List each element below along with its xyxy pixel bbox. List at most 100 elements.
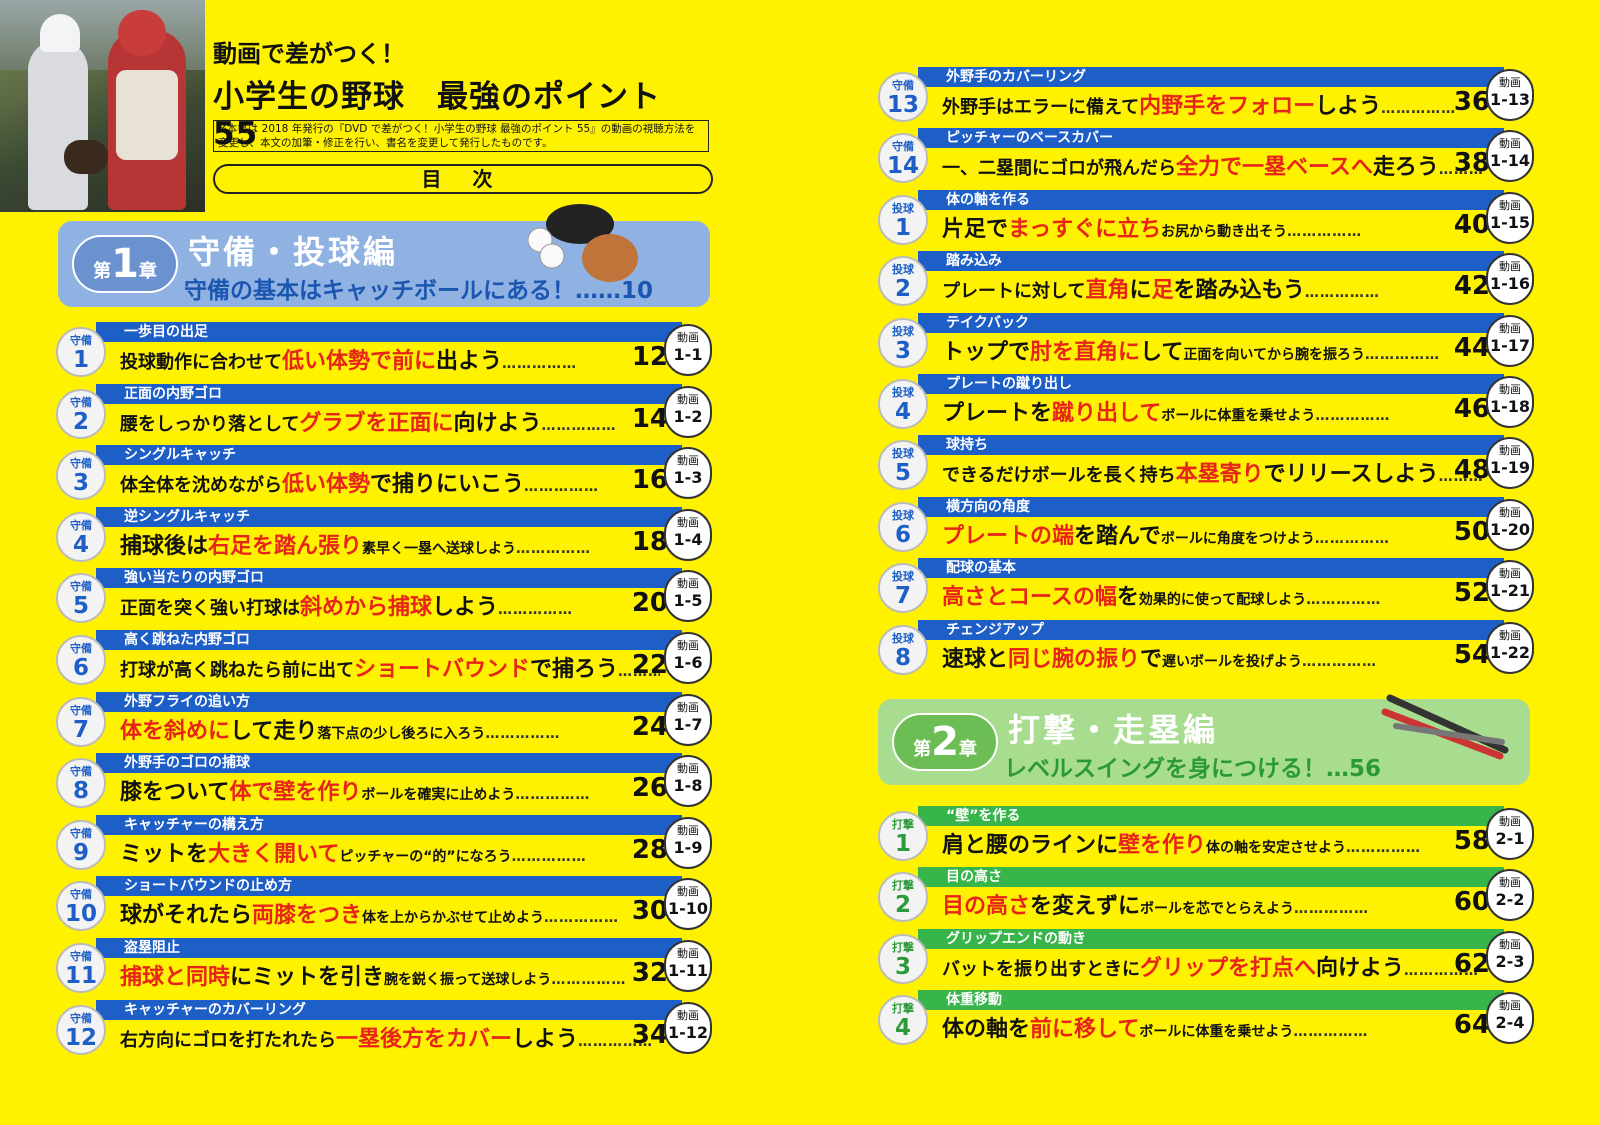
entry-category: 守備: [70, 642, 92, 655]
entry-text-part: 捕球と同時: [120, 965, 231, 990]
toc-entry[interactable]: グリップエンドの動き 打撃 3 バットを振り出すときにグリップを打点へ向けよう……………: [878, 928, 1534, 985]
entry-category: 打撃: [892, 879, 914, 893]
toc-entry[interactable]: 盗塁阻止 守備 11 捕球と同時にミットを引き腕を鋭く振って送球しよう…………… 32 動…: [56, 938, 712, 994]
entry-number: 1: [72, 347, 89, 373]
video-badge[interactable]: 動画 1-8: [664, 755, 712, 808]
toc-entry[interactable]: 強い当たりの内野ゴロ 守備 5 正面を突く強い打球は斜めから捕球しよう…………… 20 動…: [56, 568, 712, 624]
entry-text-part: 蹴り出して: [1052, 401, 1162, 426]
entry-number: 11: [64, 963, 97, 989]
page-number: 58: [1453, 826, 1490, 856]
video-badge[interactable]: 動画 1-7: [664, 693, 712, 746]
ball-icon: 守備 2: [56, 388, 106, 439]
book-title: 小学生の野球 最強のポイント 55: [213, 79, 661, 152]
entry-category: 守備: [70, 518, 92, 532]
video-label: 動画: [1499, 999, 1521, 1013]
entry-text-part: 一塁後方をカバー: [336, 1026, 513, 1052]
video-badge[interactable]: 動画 1-18: [1486, 376, 1534, 428]
video-badge[interactable]: 動画 1-14: [1486, 130, 1534, 183]
video-badge[interactable]: 動画 1-12: [664, 1001, 712, 1054]
video-badge[interactable]: 動画 1-13: [1486, 69, 1534, 121]
leader-dots: ……………: [618, 664, 660, 680]
entry-text-part: 全力で一塁ベースへ: [1176, 155, 1373, 181]
entry-text-part: できるだけボールを長く持ち: [942, 465, 1176, 487]
toc-entry[interactable]: 体重移動 打撃 4 体の軸を前に移してボールに体重を乗せよう…………… 64 動画 2-4: [878, 990, 1534, 1046]
toc-entry[interactable]: 逆シングルキャッチ 守備 4 捕球後は右足を踏ん張り素早く一塁へ送球しよう…………… 1…: [56, 506, 712, 563]
toc-entry[interactable]: ピッチャーのベースカバー 守備 14 一、二塁間にゴロが飛んだら全力で一塁ベースへ走ろ…: [878, 128, 1534, 184]
entry-text-part: を踏んで: [1074, 523, 1161, 549]
toc-entry[interactable]: 正面の内野ゴロ 守備 2 腰をしっかり落としてグラブを正面に向けよう…………… 14 動画…: [56, 383, 712, 440]
video-badge[interactable]: 動画 1-4: [664, 508, 712, 561]
entry-text-part: 一、二塁間にゴロが飛んだら: [942, 158, 1176, 180]
toc-entry[interactable]: 外野フライの追い方 守備 7 体を斜めにして走り落下点の少し後ろに入ろう…………… 24…: [56, 691, 712, 748]
video-badge[interactable]: 動画 1-17: [1486, 314, 1534, 367]
toc-entry[interactable]: 横方向の角度 投球 6 プレートの端を踏んでボールに角度をつけよう…………… 50 動画 1…: [878, 496, 1534, 553]
entry-description: 膝をついて体で壁を作りボールを確実に止めよう……………: [120, 774, 660, 806]
video-badge[interactable]: 動画 1-2: [664, 385, 712, 438]
video-badge[interactable]: 動画 1-6: [664, 632, 712, 684]
toc-entry[interactable]: 配球の基本 投球 7 高さとコースの幅を効果的に使って配球しよう…………… 52 動画 1-…: [878, 558, 1534, 614]
entry-description: 腰をしっかり落としてグラブを正面に向けよう……………: [120, 405, 660, 437]
ball-icon: 打撃 3: [878, 933, 928, 984]
toc-entry[interactable]: キャッチャーの構え方 守備 9 ミットを大きく開いてピッチャーの“的”になろう……………: [56, 814, 712, 871]
toc-entry[interactable]: “壁”を作る 打撃 1 肩と腰のラインに壁を作り体の軸を安定させよう…………… 58 動画…: [878, 806, 1534, 862]
ball-icon: 投球 5: [878, 440, 928, 491]
ball-icon: 投球 3: [878, 317, 928, 368]
entry-text-part: 外野手はエラーに備えて: [942, 97, 1140, 118]
video-label: 動画: [1499, 444, 1521, 458]
toc-entry[interactable]: 一歩目の出足 守備 1 投球動作に合わせて低い体勢で前に出よう…………… 12 動画 1-1: [56, 322, 712, 378]
entry-heading: 逆シングルキャッチ: [96, 506, 682, 527]
video-badge[interactable]: 動画 1-9: [664, 816, 712, 869]
ball-icon: 守備 11: [56, 943, 106, 993]
entry-text-part: 走ろう: [1372, 155, 1439, 181]
entry-description: 高さとコースの幅を効果的に使って配球しよう……………: [942, 579, 1482, 611]
video-badge[interactable]: 動画 1-15: [1486, 191, 1534, 244]
video-badge[interactable]: 動画 1-21: [1486, 560, 1534, 613]
page-number: 28: [631, 834, 668, 865]
video-badge[interactable]: 動画 1-1: [664, 324, 712, 376]
ball-icon: 守備 6: [56, 635, 106, 685]
toc-entry[interactable]: 外野手のカバーリング 守備 13 外野手はエラーに備えて内野手をフォローしよう……………: [878, 67, 1534, 123]
toc-entry[interactable]: 外野手のゴロの捕球 守備 8 膝をついて体で壁を作りボールを確実に止めよう…………… 2…: [56, 753, 712, 809]
video-number: 2-1: [1495, 829, 1525, 848]
entry-text-part: 内野手をフォロー: [1139, 94, 1316, 119]
entry-text-part: 前に移して: [1030, 1017, 1140, 1043]
video-badge[interactable]: 動画 1-3: [664, 447, 712, 500]
toc-entry[interactable]: プレートの蹴り出し 投球 4 プレートを蹴り出してボールに体重を乗せよう…………… 46…: [878, 374, 1534, 430]
page-number: 40: [1453, 209, 1490, 240]
entry-text-part: 素早く一塁へ送球しよう: [362, 540, 517, 557]
video-badge[interactable]: 動画 1-16: [1486, 253, 1534, 306]
leader-dots: ……………: [1314, 530, 1390, 547]
toc-entry[interactable]: ショートバウンドの止め方 守備 10 球がそれたら両膝をつき体を上からかぶせて止めよう…: [56, 876, 712, 932]
ball-icon: 投球 7: [878, 563, 928, 614]
leader-dots: ……………: [1304, 285, 1380, 302]
ball-icon: 投球 1: [878, 194, 928, 245]
entry-number: 3: [894, 337, 911, 364]
video-badge[interactable]: 動画 1-10: [664, 878, 712, 931]
chapter-2-title: 打撃・走塁編: [1008, 711, 1219, 749]
toc-entry[interactable]: シングルキャッチ 守備 3 体全体を沈めながら低い体勢で捕りにいこう…………… 16 動画…: [56, 445, 712, 501]
toc-entry[interactable]: 踏み込み 投球 2 プレートに対して直角に足を踏み込もう…………… 42 動画 1-16: [878, 251, 1534, 307]
video-badge[interactable]: 動画 1-22: [1486, 621, 1534, 674]
video-label: 動画: [677, 1008, 699, 1022]
video-badge[interactable]: 動画 2-2: [1486, 869, 1534, 922]
video-badge[interactable]: 動画 1-11: [664, 940, 712, 992]
video-number: 1-6: [673, 653, 703, 672]
entry-text-part: 落下点の少し後ろに入ろう: [317, 725, 486, 742]
video-label: 動画: [677, 515, 699, 529]
video-badge[interactable]: 動画 1-5: [664, 570, 712, 623]
video-label: 動画: [1499, 260, 1521, 274]
toc-entry[interactable]: 目の高さ 打撃 2 目の高さを変えずにボールを芯でとらえよう…………… 60 動画 2-2: [878, 867, 1534, 923]
toc-entry[interactable]: チェンジアップ 投球 8 速球と同じ腕の振りで遅いボールを投げよう…………… 54 動画 1…: [878, 619, 1534, 676]
entry-text-part: 本塁寄り: [1175, 462, 1264, 488]
toc-entry[interactable]: キャッチャーのカバーリング 守備 12 右方向にゴロを打たれたら一塁後方をカバーしよう…: [56, 999, 712, 1056]
video-badge[interactable]: 動画 2-4: [1486, 992, 1534, 1045]
video-badge[interactable]: 動画 1-20: [1486, 498, 1534, 551]
video-badge[interactable]: 動画 2-3: [1486, 930, 1534, 983]
toc-entry[interactable]: 体の軸を作る 投球 1 片足でまっすぐに立ちお尻から動き出そう…………… 40 動画 1-1…: [878, 189, 1534, 246]
video-badge[interactable]: 動画 1-19: [1486, 437, 1534, 490]
toc-entry[interactable]: 球持ち投球5できるだけボールを長く持ち本塁寄りでリリースしよう……………48動画…: [878, 435, 1534, 491]
entry-category: 投球: [892, 631, 914, 645]
toc-entry[interactable]: テイクバック 投球 3 トップで肘を直角にして正面を向いてから腕を振ろう…………… 44…: [878, 312, 1534, 369]
video-badge[interactable]: 動画 2-1: [1486, 808, 1534, 860]
